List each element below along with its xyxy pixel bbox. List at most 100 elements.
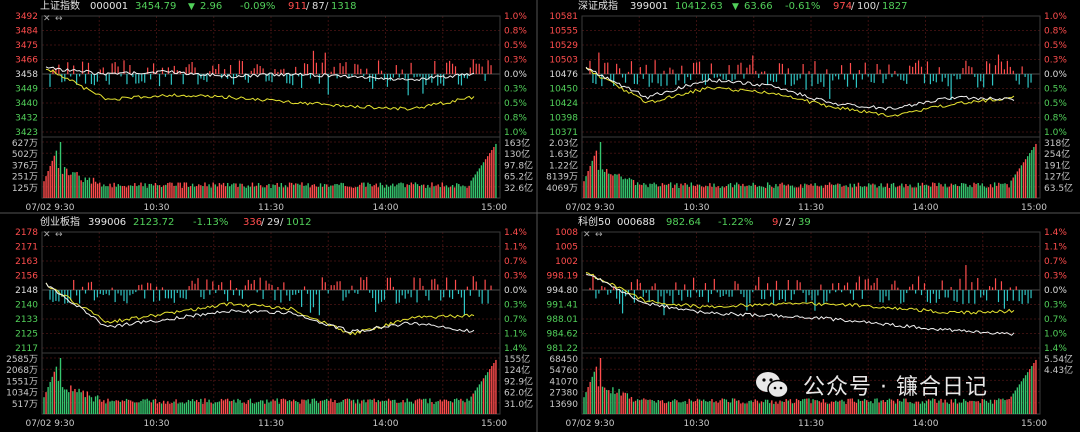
breadth-flat: 100 bbox=[857, 1, 877, 12]
index-code: 399001 bbox=[630, 1, 669, 12]
index-change: 63.66 bbox=[744, 1, 773, 12]
price-tick-label: 2148 bbox=[15, 286, 38, 296]
breadth-up: 911 bbox=[288, 1, 308, 12]
amount-tick-label: 62.0亿 bbox=[504, 387, 533, 399]
amount-tick-label: 163亿 bbox=[504, 137, 530, 149]
breadth-flat: 87 bbox=[312, 1, 325, 12]
pct-tick-label: 1.4% bbox=[504, 228, 527, 238]
pct-tick-label: 0.3% bbox=[1044, 272, 1067, 282]
breadth-up: 336 bbox=[243, 217, 263, 228]
amount-tick-label: 32.6亿 bbox=[504, 182, 533, 194]
amount-tick-label: 127亿 bbox=[1044, 171, 1070, 183]
price-tick-label: 2140 bbox=[15, 301, 38, 311]
pct-tick-label: 0.3% bbox=[1044, 56, 1067, 66]
time-tick-label: 07/02 9:30 bbox=[25, 419, 74, 429]
time-tick-label: 11:30 bbox=[258, 419, 284, 429]
amount-tick-label: 124亿 bbox=[504, 364, 530, 376]
breadth-flat: 29 bbox=[267, 217, 280, 228]
index-name: 上证指数 bbox=[40, 1, 80, 12]
time-tick-label: 10:30 bbox=[684, 419, 710, 429]
index-price-line bbox=[45, 66, 475, 82]
pct-tick-label: 0.0% bbox=[504, 286, 527, 296]
price-tick-label: 994.80 bbox=[547, 286, 579, 296]
price-tick-label: 2117 bbox=[15, 344, 38, 354]
price-tick-label: 3440 bbox=[15, 99, 38, 109]
index-code: 000001 bbox=[90, 1, 129, 12]
index-pct: -0.61% bbox=[785, 1, 821, 12]
pct-tick-label: 0.8% bbox=[1044, 27, 1067, 37]
time-tick-label: 14:00 bbox=[373, 203, 399, 213]
pct-tick-label: 1.4% bbox=[1044, 344, 1067, 354]
price-tick-label: 10476 bbox=[549, 70, 578, 80]
plot-frame bbox=[41, 15, 501, 199]
volume-tick-label: 41070 bbox=[549, 377, 578, 387]
pct-tick-label: 1.1% bbox=[1044, 243, 1067, 253]
pct-tick-label: 0.3% bbox=[504, 56, 527, 66]
volume-tick-label: 1.63亿 bbox=[549, 148, 578, 160]
chart-panel-shenzhen[interactable]: 10581 1.0% 10555 0.8% 10529 0.5% 10503 0.3% 1047… bbox=[540, 0, 1080, 216]
volume-tick-label: 1551万 bbox=[6, 377, 38, 387]
breadth-sep: / bbox=[306, 1, 310, 12]
price-tick-label: 3484 bbox=[15, 27, 38, 37]
time-tick-label: 11:30 bbox=[798, 203, 824, 213]
pct-tick-label: 0.0% bbox=[1044, 286, 1067, 296]
price-tick-label: 3475 bbox=[15, 41, 38, 51]
amount-tick-label: 155亿 bbox=[504, 353, 530, 365]
volume-tick-label: 517万 bbox=[12, 400, 38, 410]
volume-tick-label: 376万 bbox=[12, 161, 38, 171]
time-tick-label: 14:00 bbox=[913, 203, 939, 213]
price-tick-label: 10503 bbox=[549, 56, 578, 66]
breadth-up: 9 bbox=[772, 217, 779, 228]
price-tick-label: 2133 bbox=[15, 315, 38, 325]
chart-panel-star50[interactable]: 1008 1.4% 1005 1.1% 1002 0.7% 998.19 0.3% 994.80… bbox=[540, 216, 1080, 432]
amount-tick-label: 318亿 bbox=[1044, 137, 1070, 149]
index-code: 000688 bbox=[617, 217, 656, 228]
price-tick-label: 10424 bbox=[549, 99, 578, 109]
price-tick-label: 3432 bbox=[15, 114, 38, 124]
price-tick-label: 1002 bbox=[555, 257, 578, 267]
price-tick-label: 998.19 bbox=[547, 272, 579, 282]
resize-icon[interactable]: ↔ bbox=[595, 230, 603, 240]
resize-icon[interactable]: ↔ bbox=[55, 230, 63, 240]
pct-tick-label: 1.0% bbox=[504, 128, 527, 138]
amount-tick-label: 63.5亿 bbox=[1044, 182, 1073, 194]
close-icon[interactable]: ✕ bbox=[43, 14, 51, 24]
wechat-logo-icon bbox=[755, 370, 789, 400]
resize-icon[interactable]: ↔ bbox=[55, 14, 63, 24]
volume-tick-label: 2068万 bbox=[6, 366, 38, 376]
volume-tick-label: 54760 bbox=[549, 366, 578, 376]
index-name: 科创50 bbox=[578, 217, 611, 228]
price-tick-label: 1008 bbox=[555, 228, 578, 238]
breadth-sep: / bbox=[325, 1, 329, 12]
breadth-sep: / bbox=[792, 217, 796, 228]
pct-tick-label: 0.8% bbox=[504, 114, 527, 124]
time-tick-label: 11:30 bbox=[258, 203, 284, 213]
breadth-flat: 2 bbox=[785, 217, 792, 228]
pct-tick-label: 0.8% bbox=[504, 27, 527, 37]
index-price-line bbox=[585, 273, 1015, 336]
pct-tick-label: 1.4% bbox=[1044, 228, 1067, 238]
volume-tick-label: 2.03亿 bbox=[549, 137, 578, 149]
index-pct: -0.09% bbox=[240, 1, 276, 12]
panel-header: 上证指数 000001 3454.79 ▼ 2.96 -0.09% 911 / … bbox=[0, 0, 540, 14]
pct-tick-label: 0.7% bbox=[1044, 257, 1067, 267]
close-icon[interactable]: ✕ bbox=[43, 230, 51, 240]
amount-tick-label: 97.8亿 bbox=[504, 159, 533, 171]
amount-tick-label: 65.2亿 bbox=[504, 171, 533, 183]
index-price: 3454.79 bbox=[135, 1, 177, 12]
chart-panel-chinext[interactable]: 2178 1.4% 2171 1.1% 2163 0.7% 2156 0.3% 2148 0.0%… bbox=[0, 216, 540, 432]
pct-tick-label: 0.5% bbox=[1044, 99, 1067, 109]
price-tick-label: 3492 bbox=[15, 12, 38, 22]
breadth-down: 39 bbox=[798, 217, 811, 228]
volume-tick-label: 13690 bbox=[549, 400, 578, 410]
price-tick-label: 3423 bbox=[15, 128, 38, 138]
close-icon[interactable]: ✕ bbox=[583, 230, 591, 240]
time-tick-label: 11:30 bbox=[798, 419, 824, 429]
time-tick-label: 15:00 bbox=[481, 419, 507, 429]
chart-panel-shanghai[interactable]: 3492 1.0% 3484 0.8% 3475 0.5% 3466 0.3% 3458 0.0%… bbox=[0, 0, 540, 216]
pct-tick-label: 0.7% bbox=[1044, 315, 1067, 325]
volume-tick-label: 251万 bbox=[12, 173, 38, 183]
price-tick-label: 1005 bbox=[555, 243, 578, 253]
pct-tick-label: 0.0% bbox=[1044, 70, 1067, 80]
breadth-down: 1827 bbox=[882, 1, 908, 12]
